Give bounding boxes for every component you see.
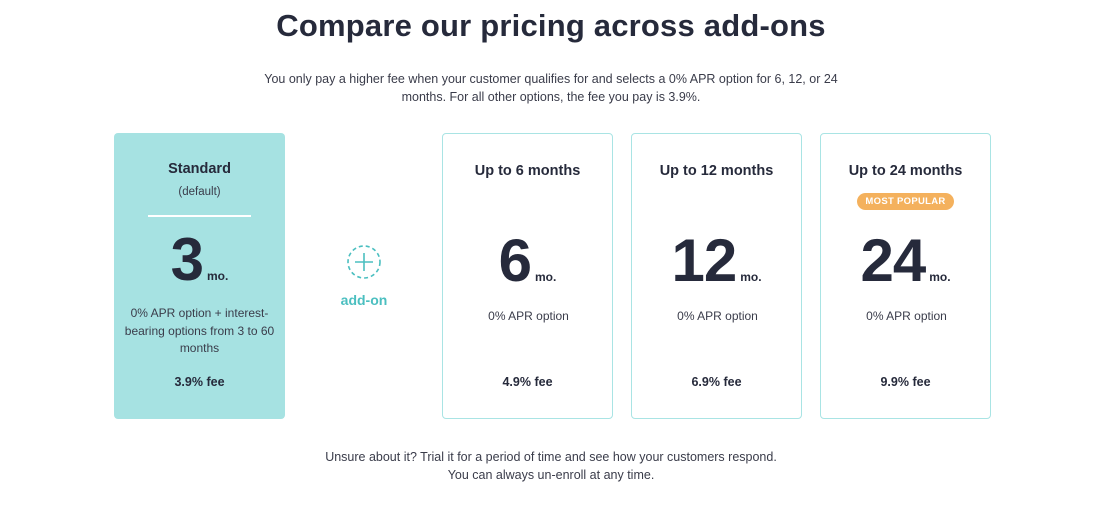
card-title: Up to 12 months <box>659 163 774 179</box>
term-unit: mo. <box>535 270 557 284</box>
term-display: 12 mo. <box>632 226 801 296</box>
plan-card-12-months: Up to 12 months 12 mo. 0% APR option 6.9… <box>631 133 802 419</box>
card-description: 0% APR option <box>677 309 758 323</box>
default-label: (default) <box>178 186 221 198</box>
card-title: Up to 6 months <box>474 163 581 179</box>
plan-card-24-months: Up to 24 months MOST POPULAR 24 mo. 0% A… <box>820 133 991 419</box>
card-fee: 3.9% fee <box>174 375 225 389</box>
card-description: 0% APR option <box>488 309 569 323</box>
term-unit: mo. <box>207 269 229 283</box>
footer-line-1: Unsure about it? Trial it for a period o… <box>325 450 777 464</box>
term-number: 12 <box>671 227 737 294</box>
card-fee: 6.9% fee <box>691 375 742 389</box>
term-unit: mo. <box>740 270 762 284</box>
term-unit: mo. <box>929 270 951 284</box>
page-title: Compare our pricing across add-ons <box>276 8 826 43</box>
card-title: Standard <box>168 161 231 177</box>
addon-indicator: add-on <box>330 244 398 308</box>
term-display: 24 mo. <box>821 226 990 296</box>
term-number: 3 <box>170 226 204 293</box>
term-display: 6 mo. <box>443 226 612 296</box>
footer-line-2: You can always un-enroll at any time. <box>447 468 655 482</box>
addon-label: add-on <box>340 292 388 308</box>
card-fee: 9.9% fee <box>880 375 931 389</box>
card-fee: 4.9% fee <box>502 375 553 389</box>
card-divider <box>148 215 251 217</box>
term-number: 24 <box>860 227 926 294</box>
card-description: 0% APR option + interest-bearing options… <box>124 306 275 355</box>
term-display: 3 mo. <box>114 225 285 295</box>
page-subtitle: You only pay a higher fee when your cust… <box>264 72 838 104</box>
standard-plan-card: Standard (default) 3 mo. 0% APR option +… <box>114 133 285 419</box>
card-title: Up to 24 months <box>848 163 963 179</box>
plus-circle-dashed-icon <box>347 245 381 279</box>
footer-note: Unsure about it? Trial it for a period o… <box>271 448 831 484</box>
most-popular-badge: MOST POPULAR <box>857 193 954 210</box>
card-description: 0% APR option <box>866 309 947 323</box>
plan-card-6-months: Up to 6 months 6 mo. 0% APR option 4.9% … <box>442 133 613 419</box>
term-number: 6 <box>498 227 532 294</box>
